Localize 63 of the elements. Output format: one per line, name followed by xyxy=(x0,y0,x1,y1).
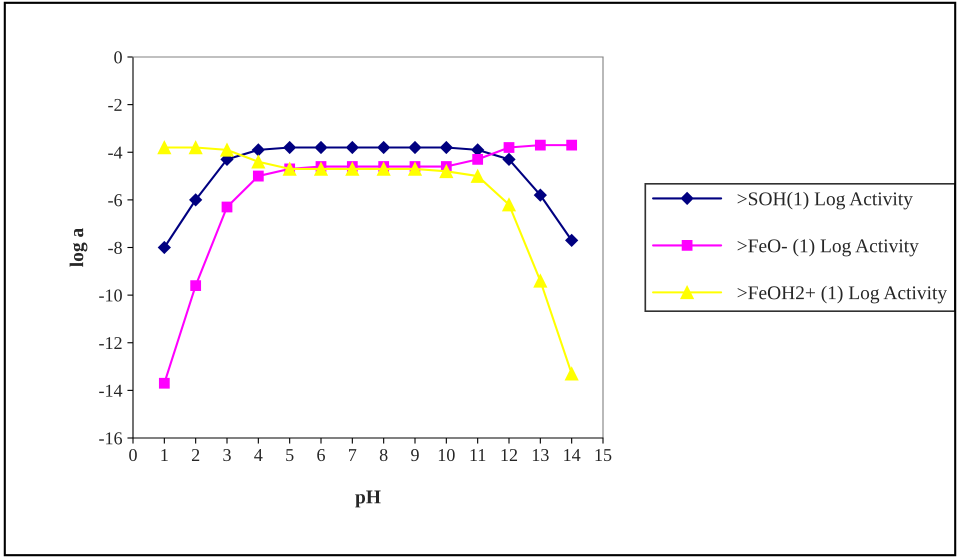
point xyxy=(252,170,264,182)
point xyxy=(440,141,453,154)
y-tick-label: -2 xyxy=(108,98,122,111)
x-tick-label: 14 xyxy=(564,449,580,461)
y-tick-label: -14 xyxy=(99,384,122,397)
x-tick-label: 2 xyxy=(192,448,200,461)
x-tick-label: 6 xyxy=(317,448,325,462)
legend-label: >FeOH2+ (1) Log Activity xyxy=(738,286,948,304)
point xyxy=(158,140,172,154)
point xyxy=(222,202,232,212)
x-tick-label: 5 xyxy=(286,449,294,462)
point xyxy=(472,154,484,165)
point xyxy=(220,143,234,157)
x-tick-label: 15 xyxy=(596,449,612,462)
x-tick-label: 9 xyxy=(411,448,419,462)
x-tick-label: 7 xyxy=(349,449,356,461)
point xyxy=(158,241,171,254)
point xyxy=(252,155,266,169)
point xyxy=(283,141,296,154)
point xyxy=(408,141,422,154)
y-tick-label: -6 xyxy=(108,194,122,206)
x-tick-label: 0 xyxy=(129,448,137,462)
x-tick-label: 13 xyxy=(532,448,549,462)
point xyxy=(189,193,202,206)
point xyxy=(314,162,328,176)
point xyxy=(564,366,578,380)
point xyxy=(534,274,548,288)
y-tick-label: -4 xyxy=(108,146,122,159)
point xyxy=(190,280,202,291)
x-axis-title: pH xyxy=(355,490,381,508)
point xyxy=(158,378,170,389)
y-tick-label: -8 xyxy=(108,242,122,254)
x-tick-label: 11 xyxy=(470,449,486,461)
point xyxy=(188,140,202,154)
x-tick-label: 1 xyxy=(161,449,168,461)
point xyxy=(252,143,265,156)
point xyxy=(534,140,546,150)
y-axis-title: log a xyxy=(70,228,88,267)
point xyxy=(440,164,454,178)
y-tick-label: -12 xyxy=(99,337,122,350)
point xyxy=(534,188,547,202)
y-tick-label: 0 xyxy=(114,51,122,64)
legend-label: >FeO- (1) Log Activity xyxy=(738,238,919,256)
legend-label: >SOH(1) Log Activity xyxy=(738,192,913,210)
point xyxy=(565,234,578,247)
x-tick-label: 3 xyxy=(223,448,231,462)
point xyxy=(376,162,390,176)
x-tick-label: 8 xyxy=(380,448,388,462)
x-tick-label: 12 xyxy=(502,448,518,461)
point xyxy=(470,169,484,183)
point xyxy=(502,198,516,212)
x-tick-label: 4 xyxy=(254,449,263,461)
point xyxy=(346,141,359,154)
point xyxy=(504,142,514,153)
point xyxy=(408,162,422,176)
point xyxy=(502,152,516,166)
point xyxy=(346,162,360,176)
y-tick-label: -10 xyxy=(99,289,122,302)
x-tick-label: 10 xyxy=(438,448,455,462)
point xyxy=(314,141,328,154)
y-tick-label: -16 xyxy=(99,432,122,444)
point xyxy=(566,140,578,150)
point xyxy=(377,141,390,154)
